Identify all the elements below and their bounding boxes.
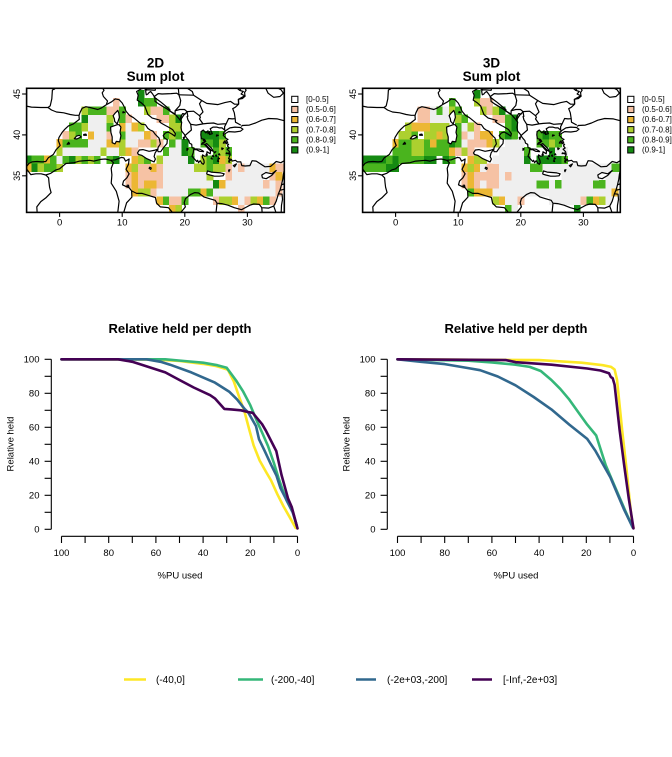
svg-text:20: 20 [581,548,592,559]
svg-text:100: 100 [54,548,70,559]
svg-text:[0-0.5]: [0-0.5] [642,95,665,104]
svg-text:80: 80 [103,548,114,559]
svg-text:20: 20 [516,218,527,229]
svg-text:0: 0 [631,548,636,559]
svg-text:0: 0 [57,218,62,229]
svg-text:Relative held per depth: Relative held per depth [108,321,251,336]
svg-text:40: 40 [534,548,545,559]
svg-text:60: 60 [365,423,376,434]
svg-text:Relative held: Relative held [6,417,17,472]
svg-text:(0.8-0.9]: (0.8-0.9] [306,135,336,144]
svg-text:3D: 3D [483,56,501,71]
svg-text:0: 0 [393,218,398,229]
svg-text:10: 10 [453,218,464,229]
svg-text:%PU used: %PU used [494,571,539,582]
svg-text:Relative held: Relative held [342,417,353,472]
svg-text:0: 0 [295,548,300,559]
svg-text:(0.5-0.6]: (0.5-0.6] [642,105,672,114]
svg-text:40: 40 [348,130,358,140]
svg-text:(-2e+03,-200]: (-2e+03,-200] [387,675,448,686]
svg-text:(0.9-1]: (0.9-1] [306,146,329,155]
svg-text:45: 45 [12,89,22,99]
svg-text:20: 20 [29,491,40,502]
svg-text:60: 60 [151,548,162,559]
svg-text:0: 0 [34,525,39,536]
svg-text:60: 60 [29,423,40,434]
svg-text:(0.8-0.9]: (0.8-0.9] [642,135,672,144]
svg-text:Relative held per depth: Relative held per depth [444,321,587,336]
svg-text:30: 30 [578,218,589,229]
svg-text:[0-0.5]: [0-0.5] [306,95,329,104]
svg-text:35: 35 [348,171,358,181]
svg-text:20: 20 [180,218,191,229]
svg-text:20: 20 [245,548,256,559]
svg-text:%PU used: %PU used [158,571,203,582]
svg-text:(-40,0]: (-40,0] [156,675,185,686]
svg-text:Sum plot: Sum plot [463,69,521,84]
svg-text:80: 80 [439,548,450,559]
svg-text:100: 100 [360,355,376,366]
svg-text:Sum plot: Sum plot [127,69,185,84]
svg-text:40: 40 [12,130,22,140]
svg-text:(0.7-0.8]: (0.7-0.8] [306,125,336,134]
svg-text:20: 20 [365,491,376,502]
svg-text:45: 45 [348,89,358,99]
svg-text:[-Inf,-2e+03]: [-Inf,-2e+03] [503,675,557,686]
svg-text:0: 0 [370,525,375,536]
svg-text:2D: 2D [147,56,165,71]
svg-text:100: 100 [390,548,406,559]
svg-text:30: 30 [242,218,253,229]
svg-text:40: 40 [29,457,40,468]
svg-text:(0.7-0.8]: (0.7-0.8] [642,125,672,134]
svg-text:40: 40 [198,548,209,559]
svg-text:40: 40 [365,457,376,468]
svg-text:(-200,-40]: (-200,-40] [271,675,315,686]
svg-text:(0.9-1]: (0.9-1] [642,146,665,155]
svg-text:10: 10 [117,218,128,229]
svg-text:80: 80 [29,389,40,400]
svg-text:(0.5-0.6]: (0.5-0.6] [306,105,336,114]
svg-text:(0.6-0.7]: (0.6-0.7] [306,115,336,124]
svg-text:60: 60 [487,548,498,559]
svg-text:80: 80 [365,389,376,400]
svg-text:(0.6-0.7]: (0.6-0.7] [642,115,672,124]
svg-text:100: 100 [24,355,40,366]
svg-text:35: 35 [12,171,22,181]
